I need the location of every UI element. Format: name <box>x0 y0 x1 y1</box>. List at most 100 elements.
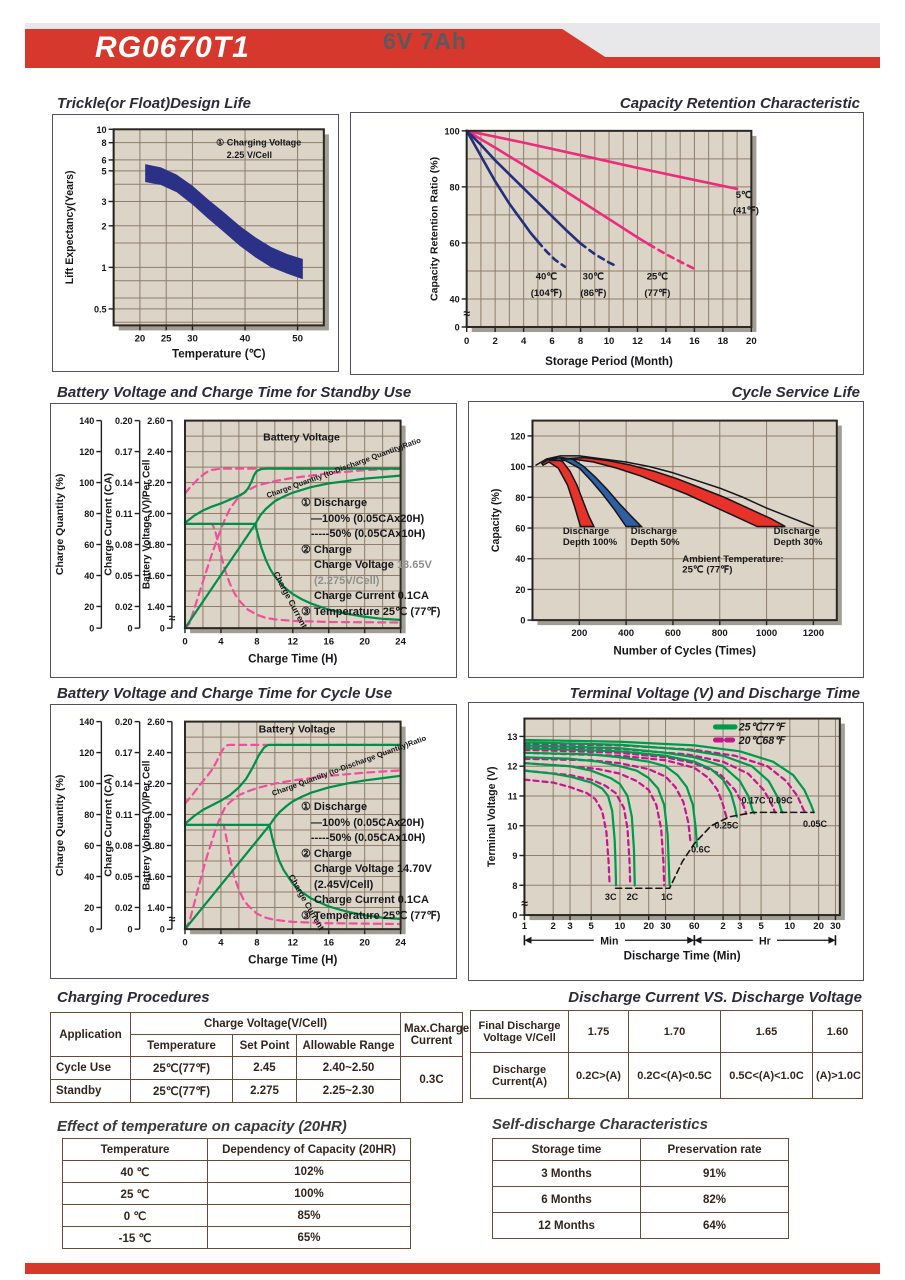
svg-text:Depth 30%: Depth 30% <box>774 537 823 548</box>
svg-text:10: 10 <box>96 125 106 135</box>
svg-text:0.11: 0.11 <box>115 810 132 820</box>
svg-text:Storage Period (Month): Storage Period (Month) <box>545 356 673 368</box>
terminal-voltage-panel: 1 2 3 5 10 20 30 60 2 3 5 10 20 30 Discharge Time (Min… <box>468 702 864 981</box>
model-number: RG0670T1 <box>95 31 250 64</box>
cycle-charge-annotation: ① Discharge —100% (0.05CAx20H) -----50% … <box>301 800 440 924</box>
svg-text:0.14: 0.14 <box>115 779 133 789</box>
cell-current-range: (A)>1.0C <box>812 1052 863 1099</box>
svg-text:Battery Voltage (V)/Per Cell: Battery Voltage (V)/Per Cell <box>142 760 153 890</box>
svg-text:80: 80 <box>84 509 94 519</box>
svg-text:30: 30 <box>187 334 198 345</box>
svg-text:Charge Quantity (%): Charge Quantity (%) <box>54 474 66 576</box>
svg-text:Battery Voltage: Battery Voltage <box>259 723 336 735</box>
svg-text:2.60: 2.60 <box>147 416 165 426</box>
header-red-strip <box>25 57 880 68</box>
self-discharge-table: Storage time Preservation rate 3 Months 9… <box>492 1138 789 1239</box>
svg-text:1.40: 1.40 <box>147 602 165 612</box>
cell-application: Cycle Use <box>50 1056 131 1080</box>
svg-text:0.02: 0.02 <box>115 602 133 612</box>
svg-text:1: 1 <box>522 921 528 932</box>
svg-text:5: 5 <box>102 166 107 176</box>
svg-text:8: 8 <box>254 636 260 647</box>
svg-text:20: 20 <box>746 336 757 347</box>
cell-temperature: 25℃(77℉) <box>130 1079 233 1103</box>
svg-text:Charge Time (H): Charge Time (H) <box>248 954 337 966</box>
svg-text:2.20: 2.20 <box>147 779 165 789</box>
svg-text:0.14: 0.14 <box>115 478 133 488</box>
svg-text:Discharge: Discharge <box>774 526 820 537</box>
svg-text:12: 12 <box>507 762 517 772</box>
svg-text:2.00: 2.00 <box>147 509 165 519</box>
svg-text:0.17C: 0.17C <box>741 795 766 805</box>
cell-preservation-rate: 64% <box>640 1212 789 1239</box>
svg-text:0: 0 <box>464 336 469 347</box>
svg-text:800: 800 <box>712 628 728 639</box>
annot-line: Charge Current 0.1CA <box>314 894 429 906</box>
svg-text:0: 0 <box>520 616 525 626</box>
cell-current-range: 0.2C>(A) <box>568 1052 629 1099</box>
svg-text:0.17: 0.17 <box>115 748 133 758</box>
standby-charge-annotation: ① Discharge —100% (0.05CAx20H) -----50% … <box>301 496 440 620</box>
svg-text:2: 2 <box>102 221 107 231</box>
svg-text:60: 60 <box>515 524 525 534</box>
svg-text:0.11: 0.11 <box>115 509 132 519</box>
svg-text:Discharge Time (Min): Discharge Time (Min) <box>624 950 741 962</box>
annot-line: ③ Temperature 25℃ (77℉) <box>301 909 441 922</box>
svg-text:1.60: 1.60 <box>147 872 165 882</box>
svg-text:60: 60 <box>84 540 94 550</box>
svg-text:0: 0 <box>128 624 133 634</box>
svg-text:80: 80 <box>450 182 460 192</box>
svg-text:0.05C: 0.05C <box>803 819 828 829</box>
row-label-final-discharge-voltage: Final Discharge Voltage V/Cell <box>470 1010 569 1053</box>
svg-text:40℃: 40℃ <box>536 271 558 282</box>
cell-temperature: 40 ℃ <box>62 1160 208 1183</box>
standby-charge-chart: 0 4 8 12 16 20 24 Charge Time (H) 2.60 2.40 2.20 2.… <box>51 404 456 677</box>
section-title-cycle-charge: Battery Voltage and Charge Time for Cycl… <box>57 685 393 702</box>
svg-text:0: 0 <box>512 911 517 921</box>
svg-text:Ambient Temperature:: Ambient Temperature: <box>682 554 783 565</box>
capacity-retention-chart: 0 2 4 6 8 10 12 14 16 18 20 Storage Period (Month) 1… <box>351 113 863 374</box>
svg-text:25: 25 <box>161 334 172 345</box>
annot-line: Charge Voltage 13.65V <box>314 559 432 571</box>
section-title-capacity-retention: Capacity Retention Characteristic <box>619 95 860 112</box>
cell-current-range: 0.2C<(A)<0.5C <box>628 1052 721 1099</box>
svg-text:Battery Voltage (V)/Per Cell: Battery Voltage (V)/Per Cell <box>142 459 153 589</box>
svg-text:100: 100 <box>79 779 94 789</box>
svg-text:20: 20 <box>515 585 525 595</box>
svg-text:3C: 3C <box>605 892 617 902</box>
svg-text:24: 24 <box>395 636 406 647</box>
svg-text:10: 10 <box>604 336 615 347</box>
svg-text:Depth 100%: Depth 100% <box>563 537 618 548</box>
svg-text:20: 20 <box>135 334 146 345</box>
battery-rating: 6V 7Ah <box>383 28 467 54</box>
cell-capacity: 65% <box>207 1226 411 1249</box>
header-preservation-rate: Preservation rate <box>640 1138 789 1161</box>
svg-text:(86℉): (86℉) <box>580 288 606 299</box>
cycle-service-life-chart: 200 400 600 800 1000 1200 Number of Cycles (Ti… <box>469 402 863 677</box>
svg-text:0.05: 0.05 <box>115 872 133 882</box>
svg-text:Temperature (℃): Temperature (℃) <box>172 348 266 361</box>
svg-text:60: 60 <box>450 238 460 248</box>
svg-text:16: 16 <box>323 636 334 647</box>
svg-text:140: 140 <box>79 717 94 727</box>
annot-line: ② Charge <box>301 543 352 556</box>
svg-text:100: 100 <box>445 126 460 136</box>
charging-procedures-table: Application Charge Voltage(V/Cell) Max.C… <box>50 1012 469 1103</box>
annot-line: ② Charge <box>301 847 352 860</box>
svg-text:0: 0 <box>89 624 94 634</box>
cell-set-point: 2.45 <box>232 1056 297 1080</box>
svg-text:0: 0 <box>160 624 165 634</box>
footer-red-bar <box>25 1263 880 1274</box>
cell-allowable-range: 2.25~2.30 <box>296 1079 401 1103</box>
cell-voltage: 1.60 <box>812 1010 863 1053</box>
svg-text:1.60: 1.60 <box>147 571 165 581</box>
svg-text:1: 1 <box>102 263 107 273</box>
svg-text:Battery Voltage: Battery Voltage <box>263 432 340 444</box>
svg-text:16: 16 <box>689 336 700 347</box>
svg-text:20: 20 <box>84 602 94 612</box>
svg-text:≈: ≈ <box>169 912 176 926</box>
svg-text:40: 40 <box>515 554 525 564</box>
header-max-charge-current: Max.Charge Current <box>400 1012 469 1057</box>
float-life-panel: 20 25 30 40 50 Temperature (℃) 10 8 6 5 3 2 1 0.5 Lift… <box>52 114 339 372</box>
float-life-chart: 20 25 30 40 50 Temperature (℃) 10 8 6 5 3 2 1 0.5 Lift… <box>53 115 338 371</box>
